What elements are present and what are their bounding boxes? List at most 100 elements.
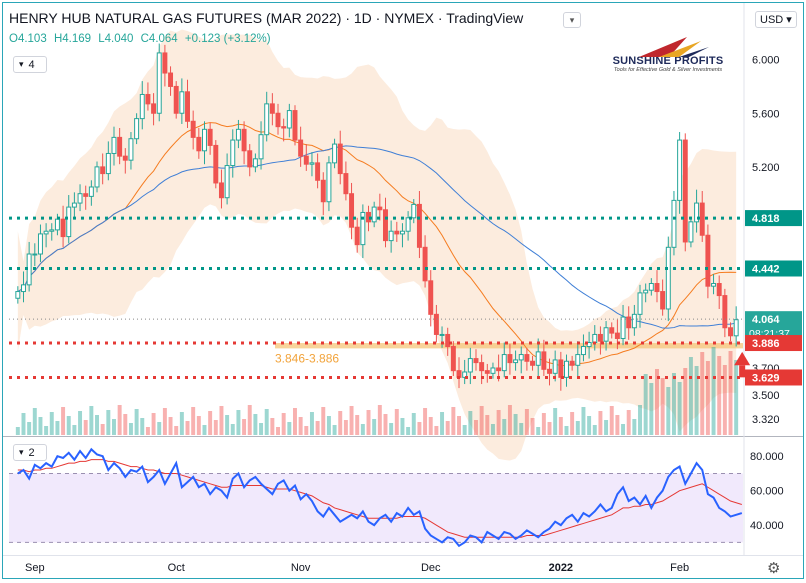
candle-body <box>235 128 241 141</box>
candle-body <box>207 128 213 146</box>
volume-bar <box>626 410 631 435</box>
chart-canvas[interactable]: 3.846-3.8866.0005.6005.2004.8003.7003.50… <box>3 3 803 578</box>
candle-body <box>66 206 72 238</box>
collapse-toggle[interactable]: ▾ <box>563 12 581 28</box>
candle-body <box>100 166 106 175</box>
volume-bar <box>734 360 739 435</box>
volume-bar <box>304 426 309 435</box>
candle-body <box>218 182 224 199</box>
candle-body <box>552 359 558 374</box>
rsi-tick-label: 60.000 <box>750 486 784 498</box>
volume-bar <box>83 420 88 435</box>
volume-bar <box>666 387 671 435</box>
candle-body <box>445 333 451 348</box>
candle-body <box>564 360 569 378</box>
volume-bar <box>581 407 586 435</box>
volume-bar <box>553 408 558 435</box>
volume-bar <box>496 410 501 435</box>
candle-body <box>21 284 26 293</box>
candle-body <box>213 144 219 184</box>
candle-body <box>501 354 507 372</box>
price-tick-label: 3.320 <box>752 414 780 426</box>
volume-bar <box>326 416 331 435</box>
candle-body <box>733 319 739 337</box>
rsi-indicators-toggle[interactable]: ▾ 2 <box>13 444 47 461</box>
candle-body <box>677 139 683 201</box>
volume-bar <box>27 422 32 435</box>
candle-body <box>202 128 207 152</box>
candle-body <box>547 368 552 374</box>
volume-bar <box>196 416 201 435</box>
candle-body <box>524 354 530 362</box>
volume-bar <box>208 411 213 435</box>
candle-body <box>694 202 700 223</box>
volume-bar <box>649 383 654 435</box>
volume-bar <box>174 426 179 435</box>
logo-name: SUNSHINE PROFITS <box>612 55 724 67</box>
currency-selector[interactable]: USD ▾ <box>755 11 797 28</box>
candle-body <box>162 52 168 74</box>
indicators-toggle[interactable]: ▾ 4 <box>13 56 47 73</box>
candle-body <box>399 230 405 235</box>
candle-body <box>269 103 275 114</box>
support-zone-label: 3.846-3.886 <box>275 351 339 365</box>
volume-bar <box>236 410 241 435</box>
volume-bar <box>671 373 676 435</box>
volume-bar <box>225 415 230 435</box>
volume-bar <box>66 416 71 435</box>
volume-bar <box>598 411 603 435</box>
volume-bar <box>621 424 626 435</box>
candle-body <box>252 158 258 168</box>
price-tag-3.629 <box>745 369 802 386</box>
candle-body <box>609 327 615 334</box>
volume-bar <box>694 366 699 435</box>
volume-bar <box>89 406 94 435</box>
volume-bar <box>428 417 433 435</box>
candle-body <box>660 291 666 310</box>
candle-body <box>156 52 162 114</box>
candle-body <box>360 211 366 246</box>
low-value: L4.040 <box>98 33 134 45</box>
volume-bar <box>558 417 563 435</box>
candle-body <box>416 203 422 248</box>
volume-bar <box>168 417 173 435</box>
volume-bar <box>61 407 66 435</box>
candle-body <box>507 354 513 364</box>
candle-body <box>32 253 38 256</box>
sunshine-profits-logo: SUNSHINE PROFITS Tools for Effective Gol… <box>609 33 727 73</box>
candle-body <box>462 371 468 378</box>
candle-body <box>105 152 111 175</box>
volume-bar <box>451 407 456 435</box>
candle-body <box>371 206 377 223</box>
volume-bar <box>281 413 286 435</box>
volume-bar <box>490 424 495 435</box>
candle-body <box>343 173 349 195</box>
candle-body <box>320 179 326 203</box>
candle-body <box>569 360 575 366</box>
volume-bar <box>717 356 722 435</box>
volume-bar <box>536 427 541 435</box>
volume-bar <box>547 422 552 435</box>
volume-bar <box>293 408 297 435</box>
volume-bar <box>49 412 54 435</box>
ohlc-readout: O4.103 H4.169 L4.040 C4.064 +0.123 (+3.1… <box>9 33 275 45</box>
settings-gear-icon[interactable]: ⚙ <box>767 560 781 577</box>
candle-body <box>603 327 609 342</box>
candle-body <box>711 283 717 287</box>
candle-body <box>337 143 343 175</box>
volume-bar <box>655 369 659 435</box>
candle-body <box>190 120 196 138</box>
candle-body <box>699 202 705 236</box>
volume-bar <box>276 427 280 435</box>
volume-bar <box>485 415 490 435</box>
candle-body <box>151 103 157 114</box>
volume-bar <box>474 420 478 435</box>
candle-body <box>592 333 598 343</box>
price-tick-label: 6.000 <box>752 55 780 67</box>
candle-body <box>716 283 722 297</box>
candle-body <box>258 134 264 160</box>
rsi-band <box>9 473 743 543</box>
candle-body <box>575 354 581 366</box>
candle-body <box>15 291 21 299</box>
candle-body <box>264 103 270 136</box>
